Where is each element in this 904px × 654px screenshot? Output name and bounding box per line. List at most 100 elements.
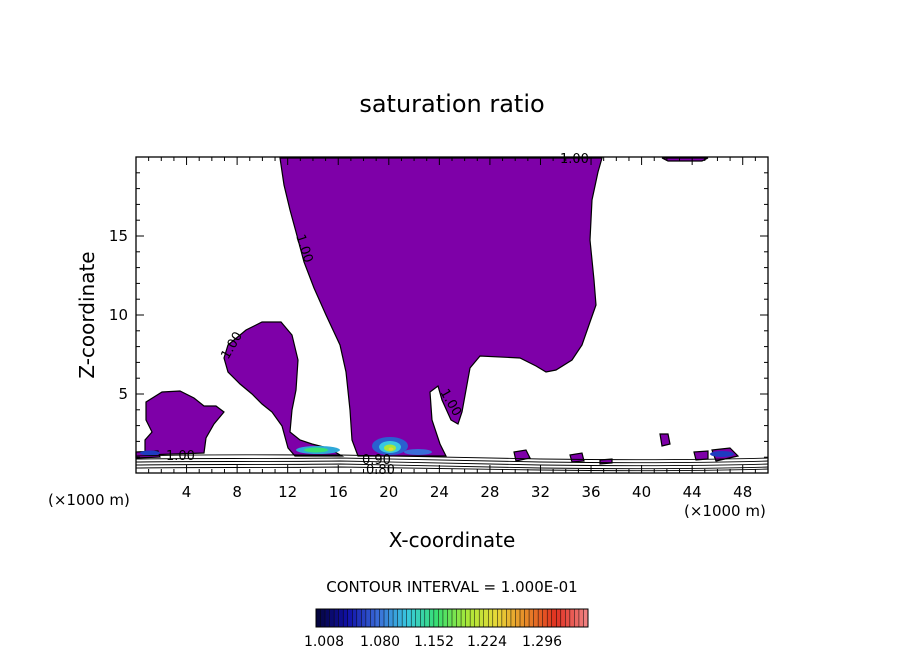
colorbar-band bbox=[465, 609, 471, 627]
colorbar-band bbox=[316, 609, 321, 627]
colorbar-band bbox=[374, 609, 380, 627]
contour-label: 0.80 bbox=[366, 463, 395, 478]
colorbar-band bbox=[569, 609, 575, 627]
colorbar-band bbox=[483, 609, 489, 627]
colorbar-band bbox=[338, 609, 344, 627]
colorbar-tick-label: 1.080 bbox=[360, 634, 400, 650]
colorbar-band bbox=[452, 609, 457, 627]
x-tick-label: 44 bbox=[683, 483, 702, 501]
x-tick-label: 12 bbox=[278, 483, 297, 501]
colorbar-frame bbox=[315, 608, 589, 628]
y-tick-label: 15 bbox=[109, 227, 128, 245]
colorbar-band bbox=[343, 609, 348, 627]
contour-interval-label: CONTOUR INTERVAL = 1.000E-01 bbox=[326, 578, 577, 596]
high-saturation-blobs bbox=[140, 437, 734, 457]
colorbar-band bbox=[470, 609, 475, 627]
colorbar-band bbox=[474, 609, 480, 627]
colorbar-band bbox=[488, 609, 493, 627]
x-tick-label: 48 bbox=[733, 483, 752, 501]
colorbar-band bbox=[320, 609, 326, 627]
colorbar-band bbox=[347, 609, 353, 627]
colorbar-band bbox=[334, 609, 339, 627]
colorbar-band bbox=[406, 609, 412, 627]
colorbar-band bbox=[356, 609, 362, 627]
colorbar-band bbox=[384, 609, 389, 627]
colorbar-band bbox=[510, 609, 516, 627]
colorbar-band bbox=[542, 609, 548, 627]
colorbar-band bbox=[574, 609, 579, 627]
contour-label: 1.00 bbox=[166, 449, 195, 464]
colorbar-band bbox=[433, 609, 439, 627]
central-cloud-region bbox=[279, 157, 603, 457]
colorbar-band bbox=[402, 609, 407, 627]
blob-west-core bbox=[304, 447, 328, 453]
colorbar-band bbox=[429, 609, 434, 627]
colorbar-tick-label: 1.296 bbox=[522, 634, 562, 650]
x-tick-label: 24 bbox=[430, 483, 449, 501]
colorbar bbox=[315, 609, 588, 627]
colorbar-band bbox=[551, 609, 557, 627]
colorbar-tick-label: 1.008 bbox=[304, 634, 344, 650]
colorbar-band bbox=[388, 609, 394, 627]
colorbar-band bbox=[520, 609, 525, 627]
colorbar-band bbox=[578, 609, 584, 627]
colorbar-band bbox=[424, 609, 430, 627]
blob-east bbox=[404, 449, 432, 455]
colorbar-band bbox=[529, 609, 534, 627]
colorbar-tick-label: 1.152 bbox=[414, 634, 454, 650]
colorbar-band bbox=[447, 609, 452, 627]
x-tick-label: 32 bbox=[531, 483, 550, 501]
upper-right-patch bbox=[661, 157, 709, 162]
small-patch-4 bbox=[693, 450, 709, 461]
colorbar-band bbox=[501, 609, 507, 627]
colorbar-band bbox=[420, 609, 425, 627]
y-axis-ticks: 5 10 15 bbox=[109, 172, 768, 458]
contour-label: 0.90 bbox=[362, 453, 391, 468]
x-tick-label: 20 bbox=[379, 483, 398, 501]
plot-area: 1.00 1.00 1.00 1.00 1.00 0.90 0.80 bbox=[135, 152, 769, 478]
colorbar-band bbox=[479, 609, 484, 627]
x-tick-label: 8 bbox=[232, 483, 242, 501]
cloud-region-left-1 bbox=[144, 390, 225, 456]
colorbar-band bbox=[397, 609, 403, 627]
colorbar-band bbox=[515, 609, 520, 627]
colorbar-band bbox=[556, 609, 561, 627]
small-patch-1 bbox=[513, 449, 531, 462]
x-axis-unit-left: (×1000 m) bbox=[48, 491, 130, 509]
colorbar-band bbox=[438, 609, 443, 627]
colorbar-band bbox=[524, 609, 530, 627]
small-patch-3 bbox=[659, 433, 671, 447]
colorbar-band bbox=[560, 609, 566, 627]
chart-title: saturation ratio bbox=[359, 90, 544, 118]
colorbar-band bbox=[565, 609, 570, 627]
colorbar-band bbox=[506, 609, 511, 627]
colorbar-band bbox=[361, 609, 366, 627]
colorbar-band bbox=[533, 609, 539, 627]
colorbar-band bbox=[352, 609, 357, 627]
x-tick-label: 4 bbox=[182, 483, 192, 501]
colorbar-band bbox=[538, 609, 543, 627]
colorbar-ticks: 1.008 1.080 1.152 1.224 1.296 bbox=[304, 634, 562, 650]
x-axis-ticks: 4 8 12 16 20 24 28 32 36 40 44 48 bbox=[148, 157, 756, 501]
colorbar-band bbox=[442, 609, 448, 627]
saturated-regions bbox=[135, 157, 740, 465]
x-tick-label: 36 bbox=[581, 483, 600, 501]
colorbar-band bbox=[329, 609, 335, 627]
colorbar-band bbox=[370, 609, 375, 627]
colorbar-band bbox=[497, 609, 502, 627]
blob-right bbox=[710, 451, 734, 457]
subsaturated-contours bbox=[135, 454, 769, 472]
colorbar-band bbox=[411, 609, 416, 627]
x-axis-label: X-coordinate bbox=[389, 528, 516, 552]
colorbar-band bbox=[379, 609, 384, 627]
y-tick-label: 10 bbox=[109, 306, 128, 324]
contour-label: 1.00 bbox=[560, 152, 589, 167]
colorbar-band bbox=[325, 609, 330, 627]
y-axis-label: Z-coordinate bbox=[75, 251, 99, 378]
blob-far-west bbox=[140, 450, 160, 456]
colorbar-band bbox=[393, 609, 398, 627]
small-patch-2 bbox=[569, 452, 585, 463]
y-tick-label: 5 bbox=[118, 385, 128, 403]
colorbar-band bbox=[456, 609, 462, 627]
